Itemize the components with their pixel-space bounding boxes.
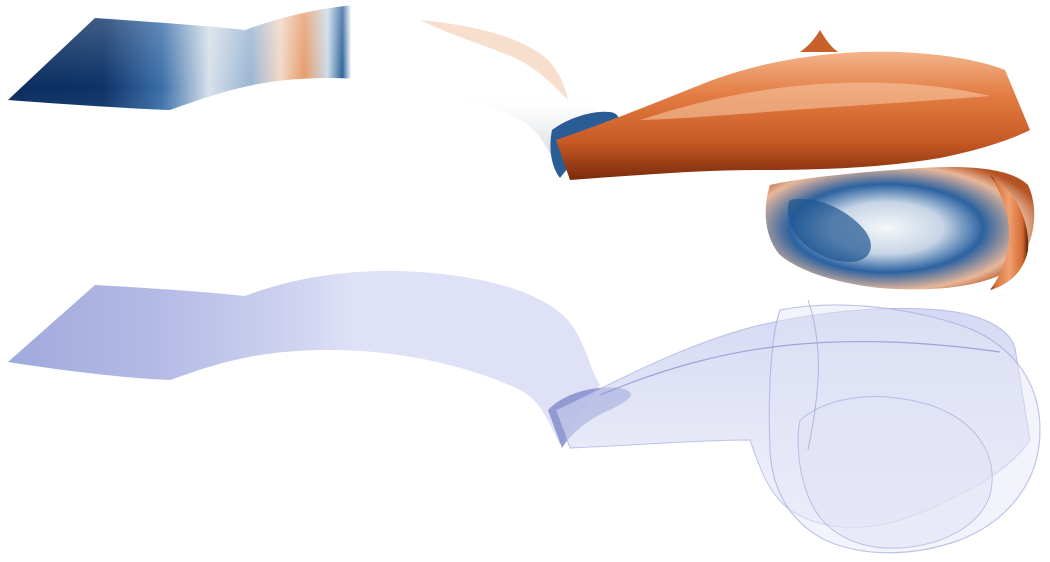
bottom-fold-line-2: [807, 299, 819, 451]
bottom-panel-translucent-surface: [8, 270, 1041, 554]
bottom-roll-inner: [797, 396, 993, 549]
bottom-ribbon-sheet: [8, 270, 600, 445]
top-orange-tube: [556, 51, 1030, 181]
top-orange-tube-highlight: [640, 82, 990, 120]
top-fin: [800, 30, 838, 52]
top-panel-colored-surface: [8, 3, 1035, 290]
top-rolled-core-edge: [990, 175, 1029, 290]
top-ribbon-shading: [8, 3, 600, 172]
top-ribbon-highlight: [420, 20, 568, 100]
top-core-blue-swirl: [787, 198, 871, 262]
bottom-fold-line: [599, 340, 1001, 396]
